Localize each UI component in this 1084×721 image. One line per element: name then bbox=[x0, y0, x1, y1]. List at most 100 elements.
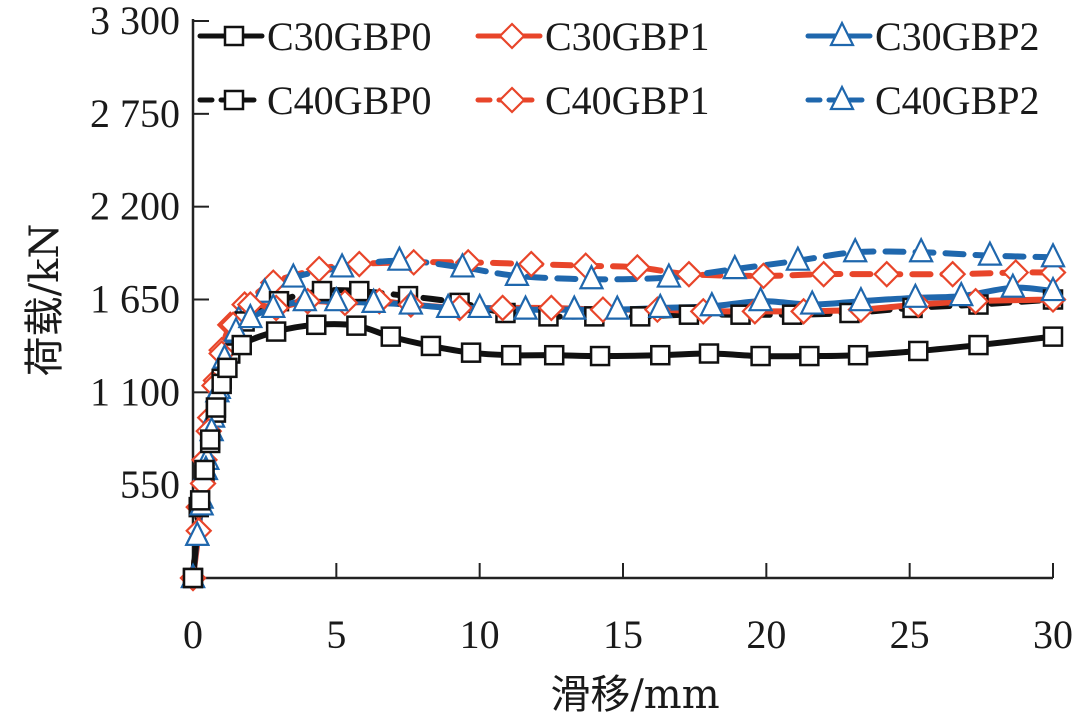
series-layer bbox=[179, 236, 1067, 592]
legend-marker-square-icon bbox=[223, 25, 245, 47]
data-point-c30gbp0 bbox=[589, 345, 611, 367]
legend-label: C40GBP2 bbox=[875, 78, 1040, 123]
data-point-c40gbp2 bbox=[656, 262, 682, 288]
data-point-c40gbp2 bbox=[578, 263, 605, 290]
legend-label: C30GBP1 bbox=[545, 14, 710, 59]
data-point-c30gbp0 bbox=[650, 344, 671, 366]
series-c30gbp0 bbox=[190, 321, 1056, 581]
data-point-c40gbp2 bbox=[1040, 241, 1066, 268]
y-tick-label: 2 200 bbox=[90, 184, 180, 229]
data-point-c30gbp0 bbox=[346, 315, 367, 336]
data-point-c30gbp0 bbox=[231, 334, 252, 356]
data-point-c30gbp0 bbox=[500, 344, 522, 366]
data-point-c30gbp2 bbox=[323, 285, 350, 312]
data-point-c30gbp2 bbox=[848, 285, 874, 312]
data-point-c30gbp0 bbox=[460, 342, 482, 363]
data-point-c40gbp2 bbox=[842, 236, 868, 263]
data-point-c40gbp2 bbox=[504, 260, 530, 286]
data-point-c30gbp2 bbox=[561, 294, 588, 320]
data-point-c40gbp2 bbox=[722, 253, 748, 280]
data-point-c30gbp0 bbox=[847, 344, 869, 366]
data-point-c30gbp2 bbox=[184, 520, 211, 546]
data-point-c30gbp2 bbox=[292, 285, 318, 312]
y-tick-label: 2 750 bbox=[90, 91, 180, 136]
data-point-c30gbp0 bbox=[908, 340, 929, 362]
x-tick-label: 20 bbox=[746, 612, 786, 657]
data-point-c30gbp0 bbox=[217, 357, 238, 379]
legend-marker-square-icon bbox=[223, 89, 245, 111]
data-point-c30gbp2 bbox=[604, 294, 631, 320]
legend-marker-diamond-icon bbox=[498, 22, 526, 50]
data-point-c40gbp1 bbox=[749, 262, 778, 290]
data-point-c30gbp0 bbox=[698, 343, 720, 364]
legend-marker-diamond-icon bbox=[498, 86, 526, 114]
series-line-c40gbp2 bbox=[190, 248, 1056, 581]
data-point-c30gbp2 bbox=[435, 292, 461, 319]
data-point-c30gbp0 bbox=[306, 314, 327, 336]
data-point-c30gbp0 bbox=[199, 429, 221, 450]
data-point-c40gbp0 bbox=[349, 280, 370, 302]
data-point-c30gbp2 bbox=[647, 292, 674, 319]
data-point-c30gbp1 bbox=[537, 294, 565, 322]
data-point-c40gbp2 bbox=[785, 245, 811, 271]
legend-item-c40gbp2: C40GBP2 bbox=[805, 78, 1040, 123]
data-point-c40gbp2 bbox=[977, 240, 1003, 266]
x-tick-label: 0 bbox=[183, 612, 203, 657]
legend: C30GBP0 C30GBP1 C30GBP2 C40GBP0 C40GBP1 C40GB… bbox=[197, 14, 1040, 123]
data-point-c40gbp2 bbox=[329, 251, 355, 278]
data-point-c30gbp2 bbox=[237, 302, 264, 329]
data-point-c30gbp1 bbox=[489, 294, 517, 322]
legend-item-c30gbp0: C30GBP0 bbox=[197, 14, 432, 59]
data-point-c40gbp1 bbox=[810, 260, 838, 288]
data-point-c30gbp0 bbox=[799, 345, 820, 367]
data-point-c40gbp0 bbox=[311, 280, 333, 302]
data-point-c30gbp2 bbox=[699, 290, 725, 317]
legend-label: C40GBP1 bbox=[545, 78, 710, 123]
x-tick-label: 10 bbox=[460, 612, 500, 657]
data-point-c30gbp2 bbox=[1000, 272, 1026, 298]
data-point-c40gbp1 bbox=[345, 250, 373, 278]
legend-item-c30gbp2: C30GBP2 bbox=[805, 14, 1040, 59]
legend-marker-triangle-icon bbox=[829, 20, 855, 47]
y-tick-label: 1 650 bbox=[90, 277, 180, 322]
data-point-c30gbp2 bbox=[902, 282, 929, 308]
legend-item-c30gbp1: C30GBP1 bbox=[475, 14, 710, 59]
data-point-c40gbp1 bbox=[623, 253, 651, 281]
legend-marker-triangle-icon bbox=[829, 84, 855, 111]
data-point-c30gbp2 bbox=[398, 289, 424, 315]
x-tick-label: 30 bbox=[1033, 612, 1073, 657]
legend-label: C30GBP0 bbox=[267, 14, 432, 59]
data-point-c40gbp1 bbox=[873, 260, 901, 288]
data-point-c30gbp0 bbox=[750, 345, 771, 367]
data-point-c40gbp1 bbox=[305, 255, 333, 283]
data-point-c30gbp0 bbox=[380, 326, 402, 347]
y-axis-title: 荷载/kN bbox=[22, 224, 68, 377]
legend-label: C30GBP2 bbox=[875, 14, 1040, 59]
data-point-c30gbp2 bbox=[512, 294, 539, 320]
data-point-c30gbp0 bbox=[265, 321, 287, 342]
series-c40gbp2 bbox=[190, 248, 1056, 581]
data-point-c40gbp1 bbox=[675, 260, 703, 288]
data-point-c40gbp1 bbox=[517, 250, 545, 278]
data-point-c30gbp2 bbox=[948, 280, 975, 307]
data-point-c40gbp2 bbox=[908, 236, 934, 263]
data-point-c30gbp0 bbox=[420, 335, 442, 357]
data-point-c30gbp0 bbox=[968, 334, 989, 356]
y-tick-label: 1 100 bbox=[90, 369, 180, 414]
data-point-c30gbp0 bbox=[189, 490, 211, 511]
legend-item-c40gbp1: C40GBP1 bbox=[475, 78, 710, 123]
data-point-c30gbp2 bbox=[1040, 275, 1066, 302]
x-tick-label: 25 bbox=[890, 612, 930, 657]
axes: 0 5 10 15 20 25 30 550 1 100 1 650 2 200 2 750 3 300 bbox=[90, 0, 1073, 657]
data-point-c30gbp2 bbox=[360, 287, 387, 313]
x-tick-label: 15 bbox=[603, 612, 643, 657]
data-point-c30gbp0 bbox=[182, 567, 204, 589]
data-point-c30gbp0 bbox=[543, 344, 565, 366]
y-tick-label: 550 bbox=[120, 462, 180, 507]
data-point-c30gbp0 bbox=[194, 459, 215, 481]
data-point-c40gbp1 bbox=[939, 260, 967, 288]
data-point-c30gbp2 bbox=[466, 292, 493, 319]
data-point-c30gbp2 bbox=[799, 289, 825, 315]
data-point-c30gbp2 bbox=[260, 292, 287, 319]
